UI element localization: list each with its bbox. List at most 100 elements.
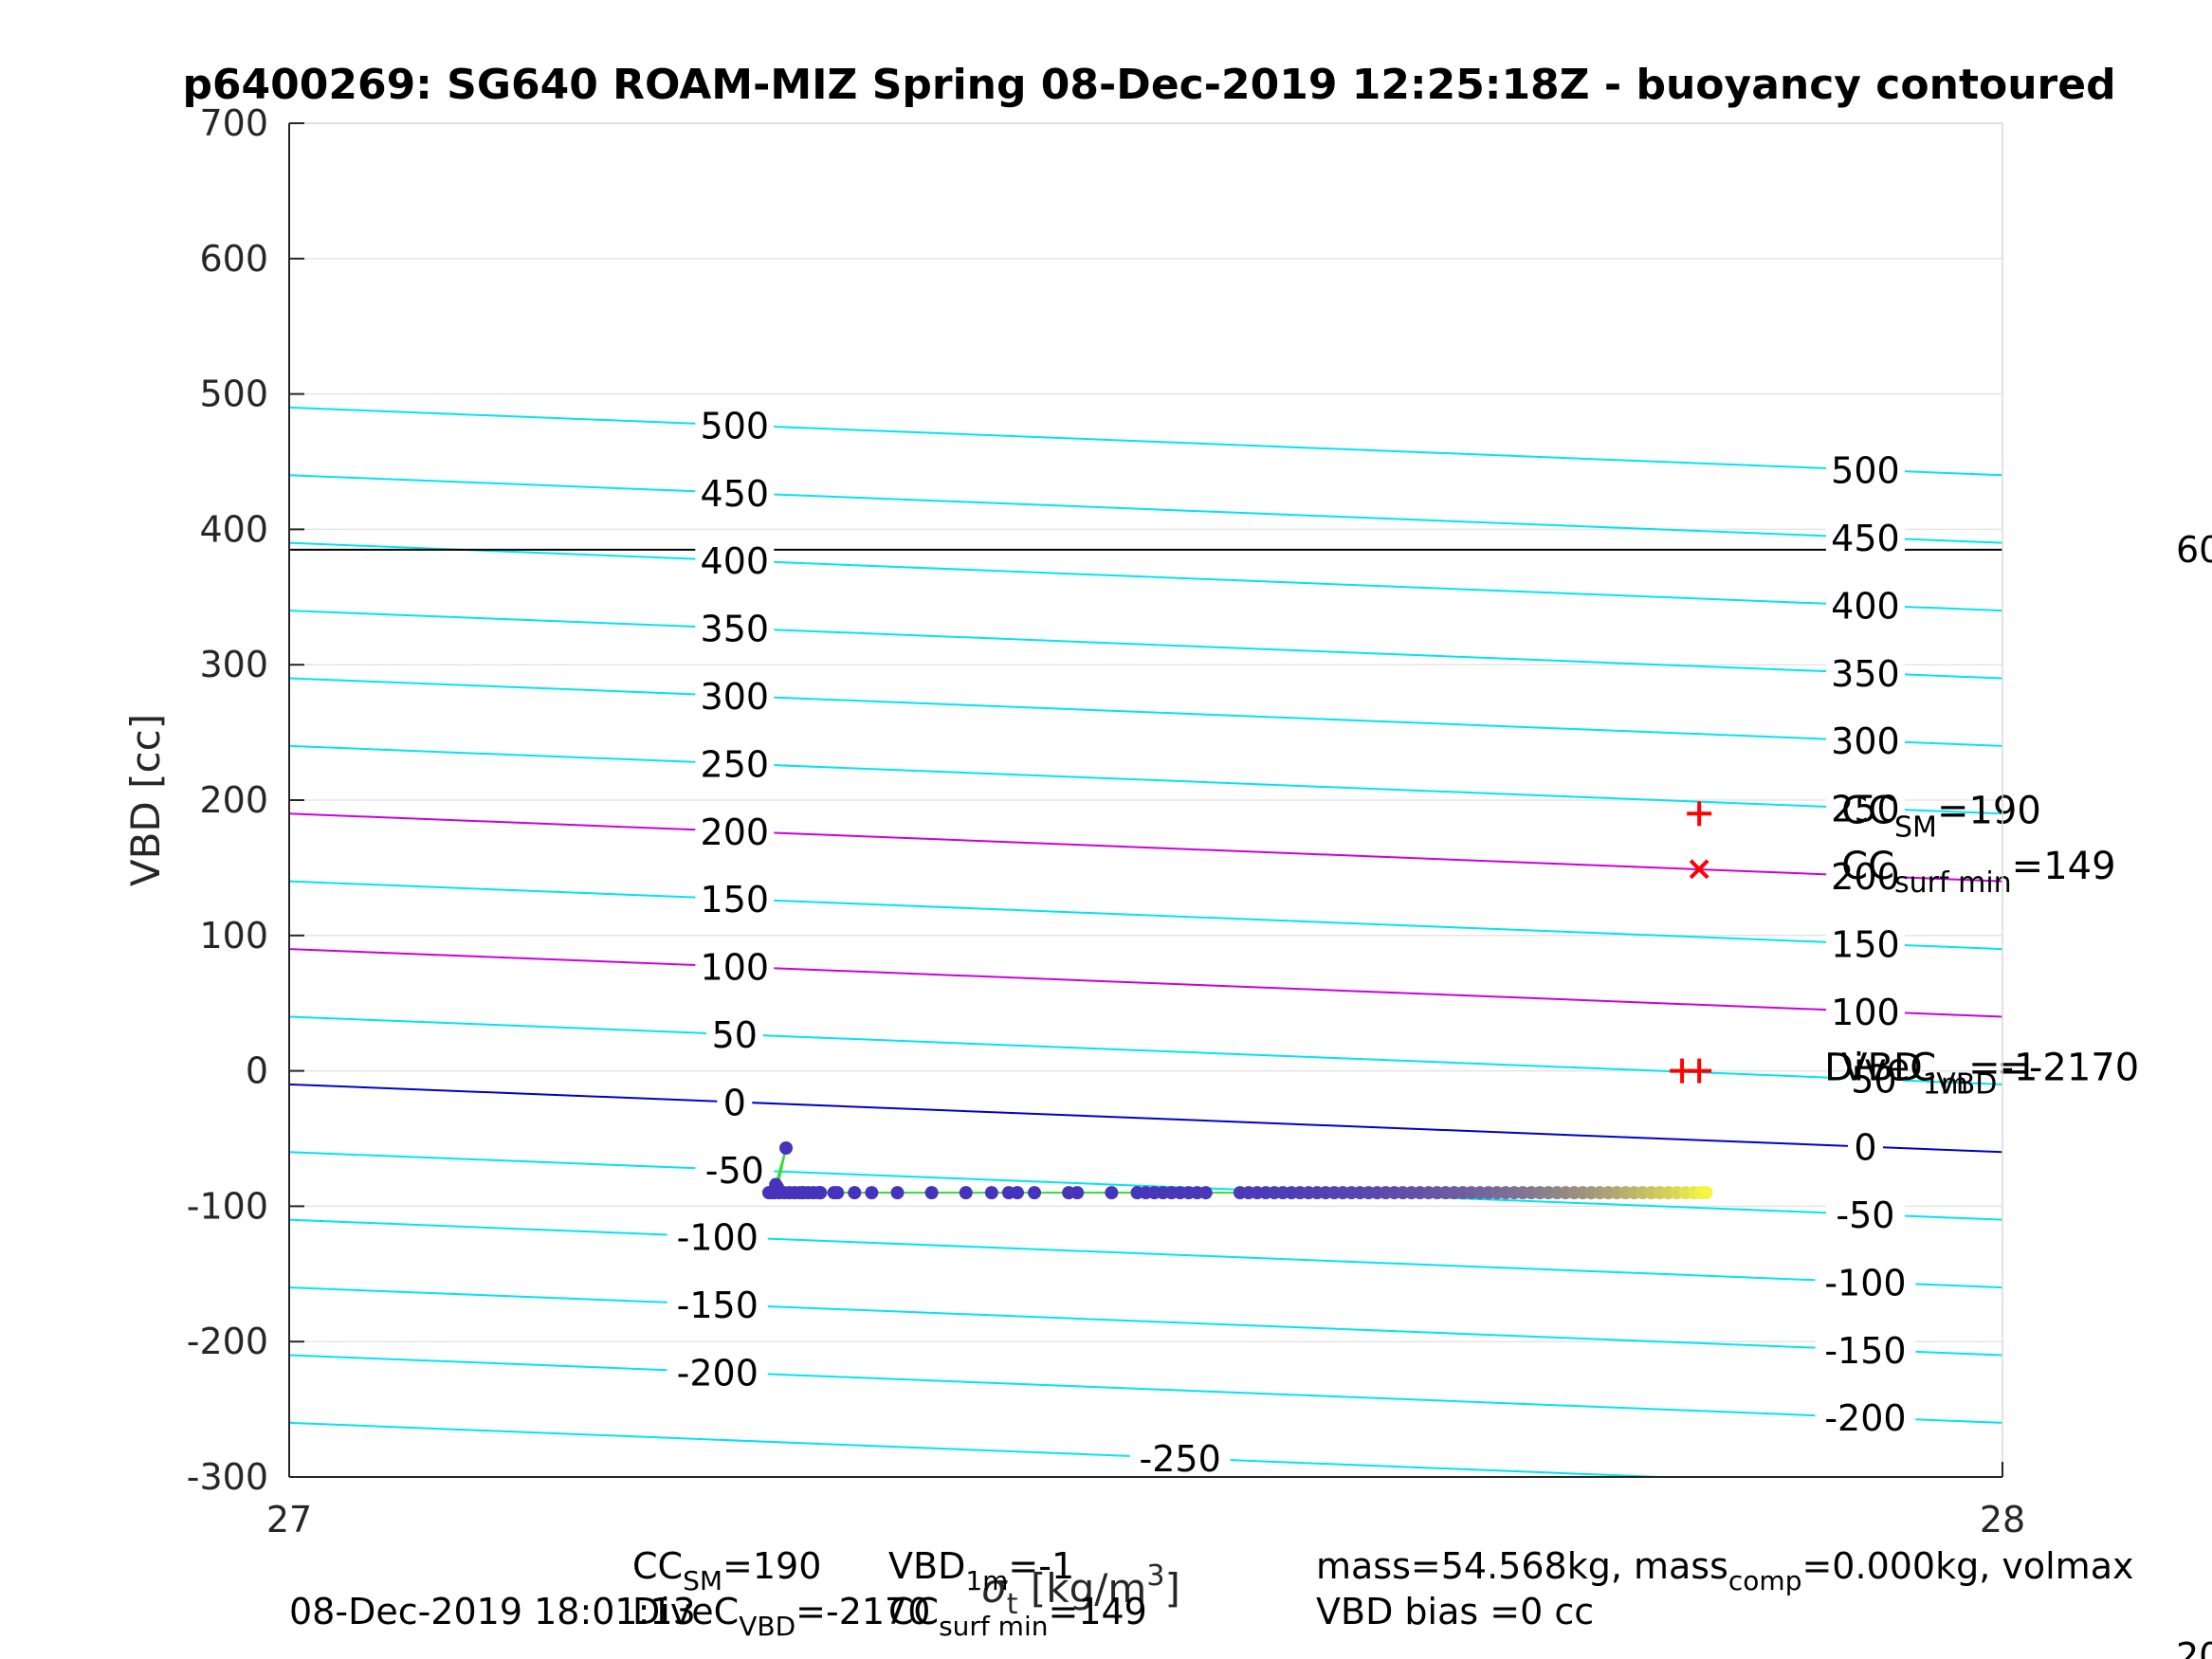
contour-line-200 — [288, 812, 2003, 883]
contour-line--150 — [288, 1286, 2003, 1357]
data-point-29 — [1010, 1186, 1024, 1200]
contour-label-bg-left-350 — [695, 609, 775, 647]
contour-label-left-50: 50 — [712, 1014, 758, 1056]
right-edge-label: 60 — [2176, 529, 2212, 571]
contour-label-left-100: 100 — [701, 947, 770, 989]
y-tick-label-6: 300 — [199, 644, 268, 685]
contour-line-250 — [288, 744, 2003, 815]
contour-label-bg-left--150 — [667, 1285, 768, 1323]
y-tick-label-5: 200 — [199, 779, 268, 821]
contour-label-right--200: -200 — [1824, 1397, 1906, 1439]
y-tick-label-0: -300 — [187, 1456, 268, 1498]
data-point-11 — [779, 1140, 794, 1155]
y-tick-label-2: -100 — [187, 1185, 268, 1227]
contour-label-bg-left-200 — [695, 811, 775, 850]
x-label-symbol: σ — [981, 1565, 1008, 1612]
contour-label-right-50: 50 — [1851, 1060, 1896, 1102]
contour-label-left-150: 150 — [701, 879, 770, 921]
data-point-26 — [959, 1186, 973, 1200]
footer-cc-sm-text: CC — [632, 1545, 683, 1587]
contour-label-right-100: 100 — [1831, 992, 1900, 1033]
contour-label-bg-right--100 — [1815, 1263, 1916, 1302]
contour-label-left-300: 300 — [701, 676, 770, 718]
footer: CCSM=190 VBD1m=-1 08-Dec-2019 18:01:13 D… — [289, 1545, 2212, 1659]
contour-line--200 — [288, 1354, 2003, 1424]
contour-label-right--150: -150 — [1824, 1330, 1906, 1372]
marker-label-value-2: =-2170 — [1997, 1047, 2139, 1090]
contour-label-bg-right-450 — [1825, 518, 1905, 556]
marker-label-0: CCSM=190 — [1841, 789, 2041, 844]
contour-label-right-250: 250 — [1831, 789, 1900, 830]
axes — [288, 122, 2003, 1478]
contour-label-bg-left-0 — [717, 1083, 753, 1121]
contour-line--100 — [288, 1218, 2003, 1289]
contour-label-left-0: 0 — [723, 1082, 746, 1123]
contour-label-bg-left-500 — [695, 406, 775, 445]
footer-cc-sm-sub: SM — [683, 1565, 722, 1596]
contour-label-left--250: -250 — [1140, 1438, 1221, 1480]
data-point-21 — [831, 1186, 845, 1200]
contour-label-right-450: 450 — [1831, 518, 1900, 559]
x-axis-label: σt [kg/m3] — [981, 1559, 1180, 1621]
contour-line-350 — [288, 610, 2003, 680]
y-tick-label-7: 400 — [199, 508, 268, 550]
y-tick-label-1: -200 — [187, 1321, 268, 1362]
contour-label-bg-left-300 — [695, 677, 775, 716]
contour-label-left--150: -150 — [677, 1285, 759, 1326]
contour-line-400 — [288, 541, 2003, 612]
footer-divec-text: DiveC — [632, 1591, 739, 1632]
marker-label-sub-0: SM — [1894, 811, 1937, 844]
contour-line-50 — [288, 1015, 2003, 1085]
contour-label-bg-left--200 — [667, 1353, 768, 1392]
contour-line--250 — [288, 1421, 1660, 1478]
marker-label-sub-2: VBD — [1936, 1068, 1997, 1102]
contour-label-right-400: 400 — [1831, 585, 1900, 627]
footer-cc-surf-text: CC — [888, 1591, 939, 1632]
footer-cc-sm: CCSM=190 — [632, 1545, 821, 1596]
footer-cc-surf-sub: surf min — [939, 1611, 1048, 1642]
data-point-32 — [1070, 1186, 1085, 1200]
contour-line-100 — [288, 948, 2003, 1018]
contour-label-bg-left-250 — [695, 744, 775, 783]
contour-label-bg-right-0 — [1847, 1127, 1883, 1166]
data-point-16 — [765, 1186, 779, 1200]
contour-label-left-200: 200 — [701, 811, 770, 853]
data-point-33 — [1105, 1186, 1119, 1200]
contour-label-left--200: -200 — [677, 1352, 759, 1394]
contour-label-bg-left--100 — [667, 1217, 768, 1256]
y-tick-label-4: 100 — [199, 915, 268, 957]
marker-label-sub-3: 1m — [1923, 1068, 1968, 1102]
data-point-30 — [1028, 1186, 1042, 1200]
data-point-20 — [814, 1186, 828, 1200]
y-tick-label-9: 600 — [199, 238, 268, 280]
x-label-unit: [kg/m — [1018, 1565, 1147, 1612]
contour-label-right-300: 300 — [1831, 720, 1900, 762]
contour-label-left-400: 400 — [701, 540, 770, 582]
marker-x-b-1 — [1689, 859, 1709, 880]
contour-label-bg-right-400 — [1825, 586, 1905, 625]
contour-label-right-500: 500 — [1831, 450, 1900, 492]
footer-mass-text: mass=54.568kg, mass — [1316, 1545, 1728, 1587]
footer-vbd-1m-value: =-1 — [1008, 1545, 1074, 1587]
contour-label-left--50: -50 — [705, 1150, 764, 1192]
footer-cc-sm-value: =190 — [722, 1545, 821, 1587]
footer-cc-surf-value: =149 — [1048, 1591, 1146, 1632]
contour-label-bg-right-50 — [1845, 1060, 1903, 1099]
x-tick-label-0: 27 — [266, 1499, 312, 1540]
contour-label-bg-left--250 — [1129, 1439, 1231, 1478]
data-point-23 — [865, 1186, 879, 1200]
footer-cc-surf: CCsurf min=149 — [888, 1591, 1147, 1642]
data-point-27 — [984, 1186, 998, 1200]
contour-line-450 — [288, 474, 2003, 544]
marker-label-sub-1: surf min — [1894, 866, 2012, 900]
marker-label-value-1: =149 — [2012, 845, 2116, 888]
contour-label-left-450: 450 — [701, 473, 770, 515]
y-axis-label: VBD [cc] — [122, 714, 169, 886]
y-tick-label-8: 500 — [199, 374, 268, 415]
contour-label-bg-right--150 — [1815, 1330, 1916, 1369]
data-point-25 — [924, 1186, 939, 1200]
marker-label-2: DiveCVBD=-2170 — [1824, 1047, 2139, 1102]
